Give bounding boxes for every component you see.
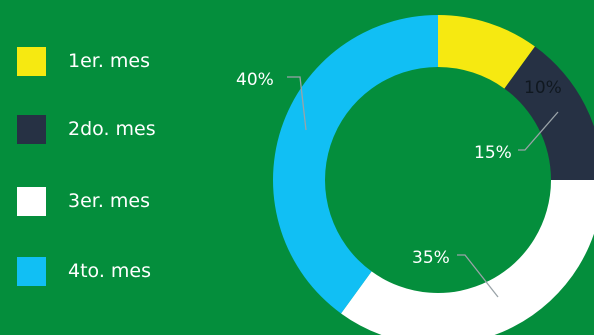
donut-slice-4 [273,15,438,314]
legend-item-4to-mes: 4to. mes [17,256,151,286]
legend-swatch-4to-mes [17,256,46,286]
legend-label-4to-mes: 4to. mes [68,260,152,282]
leader-line-2 [518,111,559,151]
data-label-4: 40% [236,70,274,90]
legend-label-3er-mes: 3er. mes [68,190,151,212]
data-label-2: 15% [474,143,512,163]
leader-line-4 [287,76,307,131]
chart-legend: 1er. mes 2do. mes 3er. mes 4to. mes [0,0,240,335]
legend-swatch-2do-mes [17,114,46,144]
donut-slice-3 [341,180,594,335]
legend-item-2do-mes: 2do. mes [17,114,156,144]
legend-label-1er-mes: 1er. mes [68,50,151,72]
donut-slice-2 [504,46,594,180]
donut-slice-1 [438,15,535,89]
leader-line-3 [457,254,499,298]
legend-item-1er-mes: 1er. mes [17,46,150,76]
data-label-1: 10% [524,78,562,98]
legend-swatch-3er-mes [17,186,46,216]
data-label-3: 35% [412,248,450,268]
legend-label-2do-mes: 2do. mes [68,118,156,140]
legend-swatch-1er-mes [17,46,46,76]
legend-item-3er-mes: 3er. mes [17,186,150,216]
